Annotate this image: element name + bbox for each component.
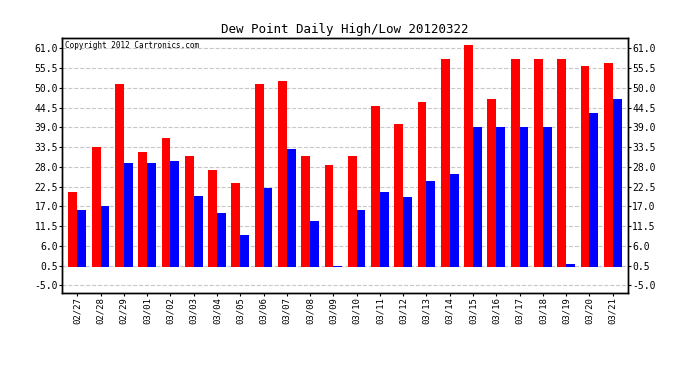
Bar bbox=[115, 84, 124, 267]
Bar bbox=[161, 138, 170, 267]
Bar bbox=[441, 59, 450, 267]
Bar bbox=[613, 99, 622, 267]
Bar bbox=[217, 213, 226, 267]
Bar bbox=[170, 161, 179, 267]
Bar bbox=[324, 165, 333, 267]
Bar bbox=[240, 235, 249, 267]
Bar bbox=[357, 210, 366, 267]
Bar bbox=[231, 183, 240, 267]
Bar bbox=[566, 264, 575, 267]
Bar bbox=[302, 156, 310, 267]
Bar bbox=[138, 152, 147, 267]
Bar bbox=[380, 192, 388, 267]
Text: Copyright 2012 Cartronics.com: Copyright 2012 Cartronics.com bbox=[65, 41, 199, 50]
Bar bbox=[92, 147, 101, 267]
Bar bbox=[580, 66, 589, 267]
Bar bbox=[68, 192, 77, 267]
Bar bbox=[333, 266, 342, 267]
Bar bbox=[403, 197, 412, 267]
Bar bbox=[348, 156, 357, 267]
Bar bbox=[371, 106, 380, 267]
Bar bbox=[426, 181, 435, 267]
Bar bbox=[185, 156, 194, 267]
Bar bbox=[496, 127, 505, 267]
Bar bbox=[511, 59, 520, 267]
Bar bbox=[558, 59, 566, 267]
Bar bbox=[208, 170, 217, 267]
Bar bbox=[194, 195, 202, 267]
Bar bbox=[310, 220, 319, 267]
Bar bbox=[589, 113, 598, 267]
Bar bbox=[543, 127, 552, 267]
Bar bbox=[417, 102, 426, 267]
Bar bbox=[520, 127, 529, 267]
Bar bbox=[264, 188, 273, 267]
Bar bbox=[395, 124, 403, 267]
Bar bbox=[77, 210, 86, 267]
Title: Dew Point Daily High/Low 20120322: Dew Point Daily High/Low 20120322 bbox=[221, 23, 469, 36]
Bar bbox=[534, 59, 543, 267]
Bar bbox=[473, 127, 482, 267]
Bar bbox=[450, 174, 459, 267]
Bar bbox=[287, 149, 295, 267]
Bar bbox=[464, 45, 473, 267]
Bar bbox=[147, 163, 156, 267]
Bar bbox=[278, 81, 287, 267]
Bar bbox=[101, 206, 110, 267]
Bar bbox=[124, 163, 132, 267]
Bar bbox=[488, 99, 496, 267]
Bar bbox=[255, 84, 264, 267]
Bar bbox=[604, 63, 613, 267]
